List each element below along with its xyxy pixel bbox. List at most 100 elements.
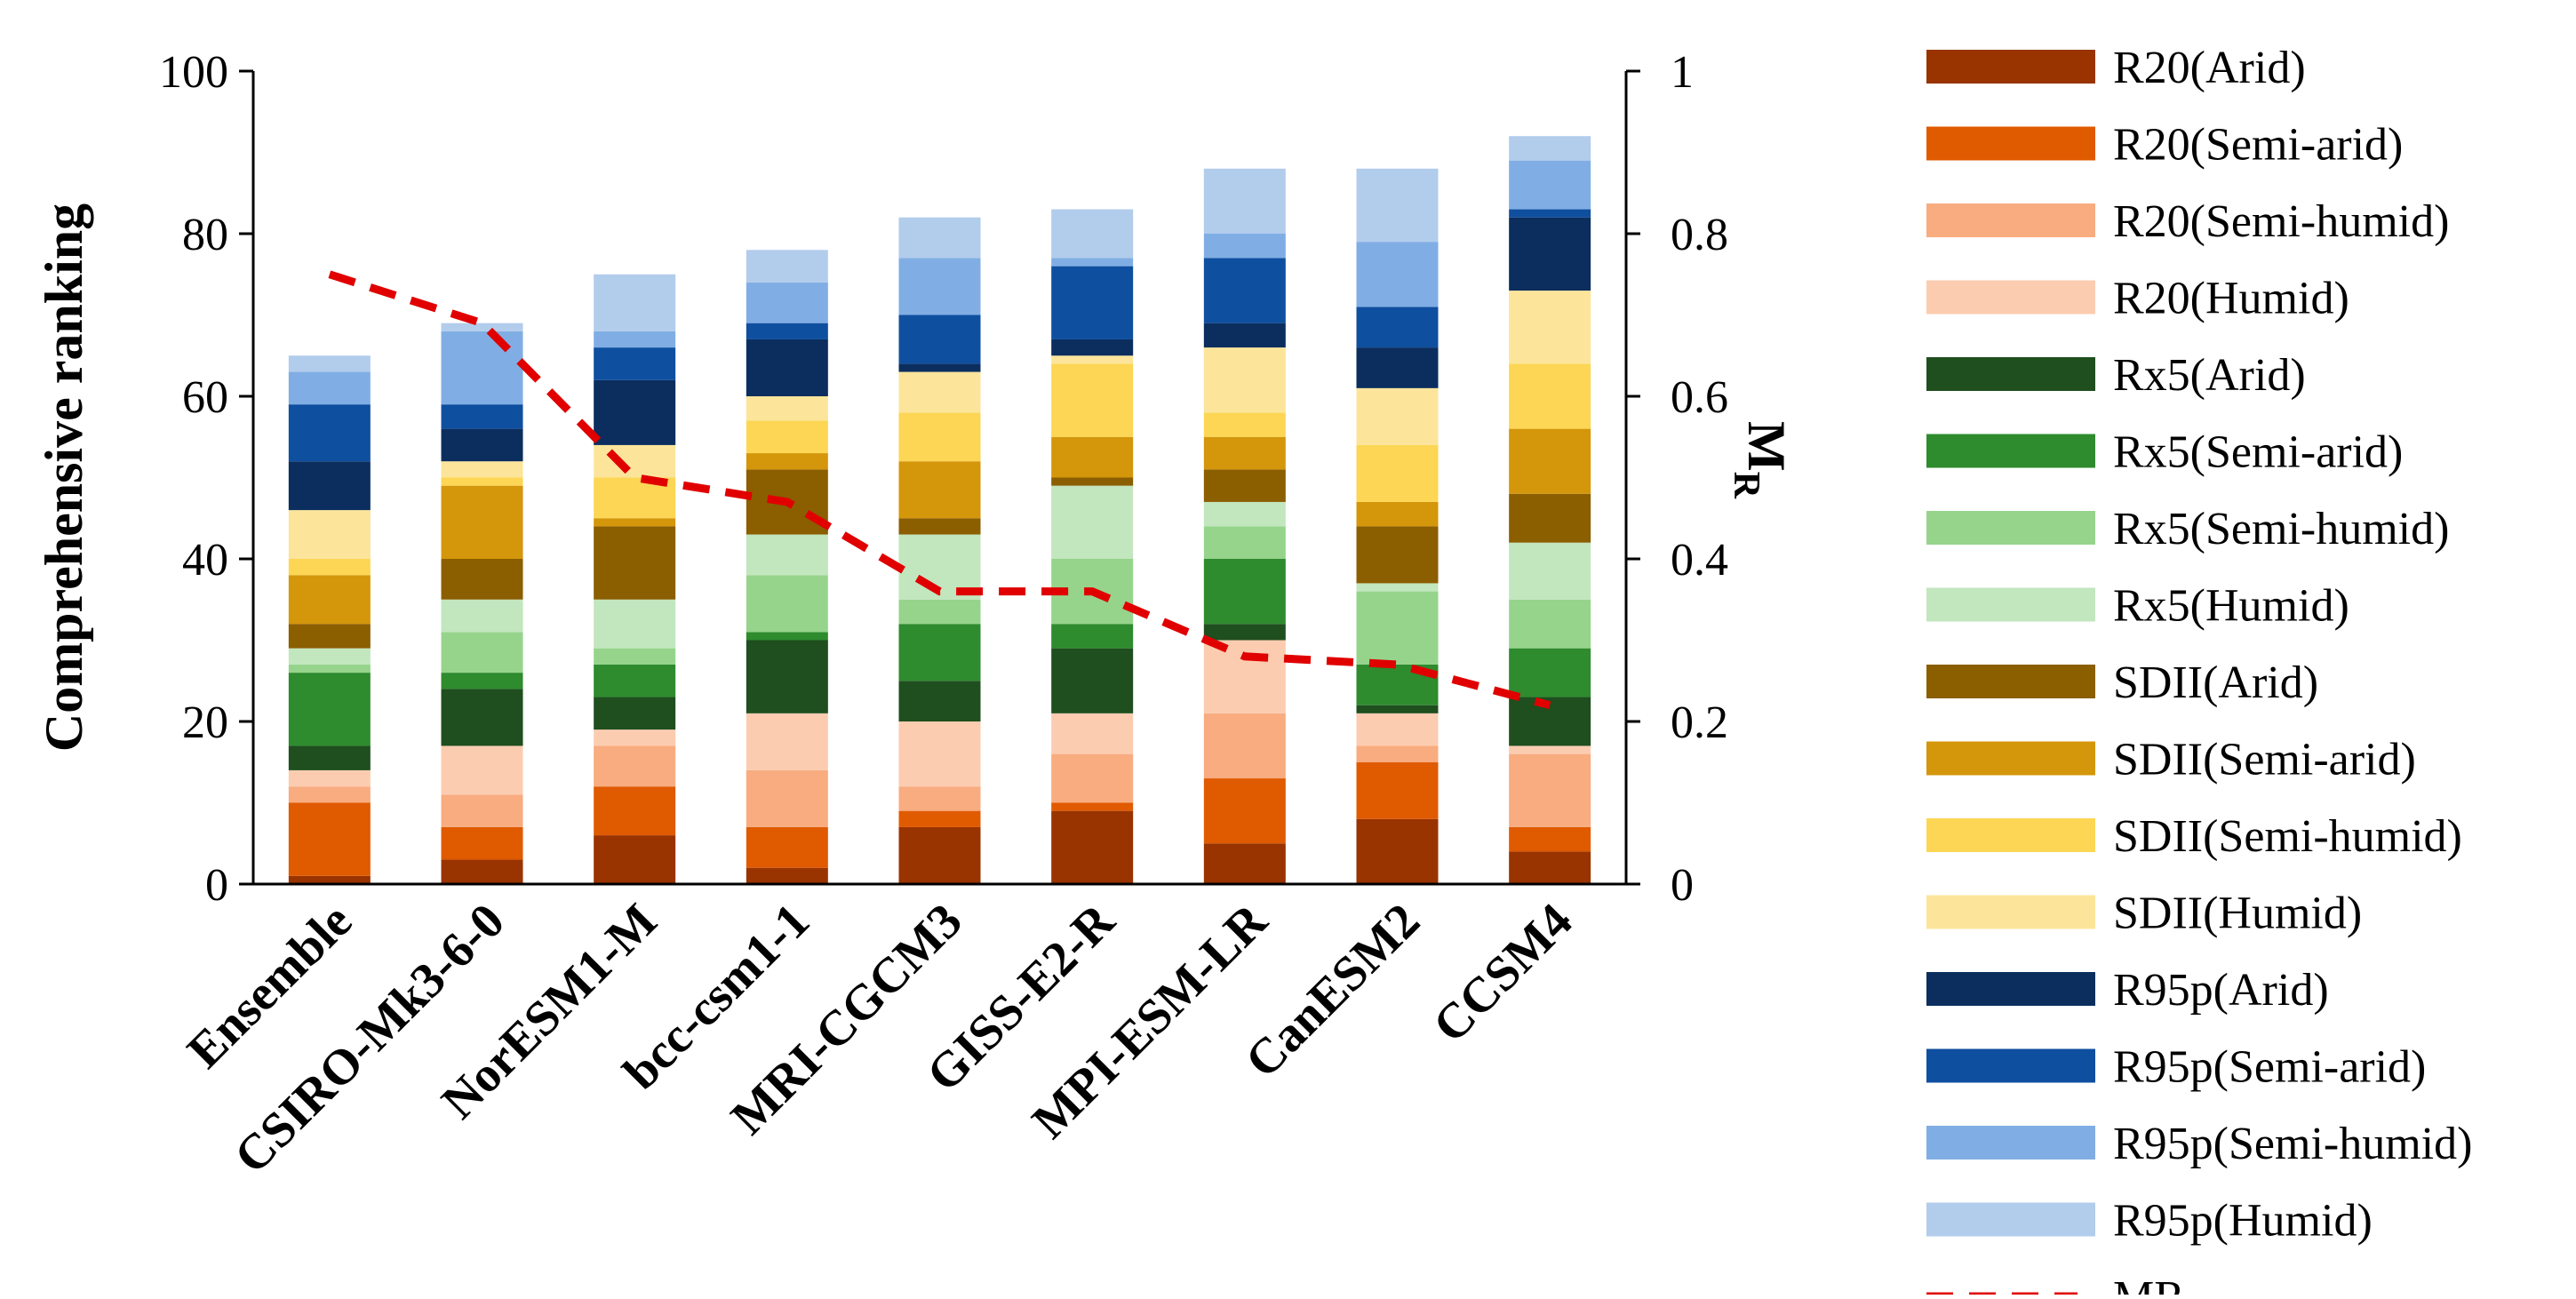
legend-label: R95p(Arid): [2113, 965, 2329, 1016]
legend-swatch: [1926, 818, 2095, 852]
legend-swatch: [1926, 511, 2095, 545]
bar-segment: [441, 404, 523, 429]
legend-swatch: [1926, 895, 2095, 929]
bar-segment: [1356, 444, 1439, 502]
bar-segment: [1051, 713, 1134, 754]
bar-segment: [594, 518, 676, 527]
bar-segment: [1051, 436, 1134, 478]
bar-segment: [441, 428, 523, 462]
legend-swatch: [1926, 280, 2095, 315]
bar-segment: [441, 323, 523, 331]
bar-segment: [1203, 323, 1286, 348]
bar-segment: [594, 347, 676, 380]
bar-segment: [441, 331, 523, 405]
bar-segment: [288, 559, 371, 576]
bar-segment: [1356, 242, 1439, 307]
legend-label: Rx5(Semi-arid): [2113, 427, 2403, 478]
legend-swatch: [1926, 1126, 2095, 1160]
category-label: CCSM4: [1423, 893, 1583, 1053]
bar-segment: [1509, 217, 1591, 291]
bar-segment: [288, 802, 371, 876]
right-tick-label: 0: [1671, 860, 1694, 911]
legend-swatch: [1926, 665, 2095, 698]
legend-label: R20(Semi-humid): [2113, 196, 2449, 247]
bar-segment: [1203, 469, 1286, 502]
bar-segment: [1203, 843, 1286, 884]
legend: R20(Arid) R20(Semi-arid) R20(Semi-humid) R2…: [1926, 43, 2472, 1299]
bar-segment: [1509, 648, 1591, 697]
bar-segment: [1051, 339, 1134, 356]
bar-segment: [288, 664, 371, 673]
bar-segment: [1356, 713, 1439, 746]
bar-segment: [1509, 753, 1591, 827]
bar-segment: [594, 835, 676, 884]
bar-segment: [594, 331, 676, 348]
legend-swatch: [1926, 1202, 2095, 1237]
bar-segment: [746, 420, 828, 454]
bar-segment: [288, 624, 371, 649]
left-axis-title: Comprehensive ranking: [35, 203, 93, 752]
bar-segment: [441, 477, 523, 486]
left-tick-label: 80: [182, 210, 228, 260]
bar-segment: [1509, 363, 1591, 429]
bar-segment: [1203, 234, 1286, 259]
bar-segment: [441, 599, 523, 633]
bar-segment: [288, 745, 371, 770]
bar-segment: [1509, 493, 1591, 543]
bar-segment: [1509, 851, 1591, 884]
bar-segment: [441, 461, 523, 478]
legend-swatch: [1926, 1048, 2095, 1083]
right-axis-title-subscript: R: [1726, 472, 1767, 499]
bar-segment: [746, 867, 828, 884]
bar-segment: [1509, 160, 1591, 210]
bar-segment: [1051, 477, 1134, 486]
bar-segment: [1356, 761, 1439, 819]
bar-segment: [1509, 826, 1591, 852]
bar-segment: [1203, 168, 1286, 234]
bar-segment: [1203, 258, 1286, 323]
bars-group: [288, 136, 1591, 884]
bar-segment: [288, 786, 371, 803]
bar-segment: [898, 810, 981, 827]
bar-segment: [288, 673, 371, 746]
bar-segment: [898, 461, 981, 519]
bar-segment: [1509, 542, 1591, 600]
bar-segment: [441, 745, 523, 795]
bar-segment: [898, 624, 981, 681]
legend-label: R20(Semi-arid): [2113, 120, 2403, 171]
bar-segment: [746, 826, 828, 868]
bar-segment: [746, 632, 828, 641]
bar-segment: [1051, 355, 1134, 364]
bar-segment: [898, 721, 981, 787]
bar-segment: [288, 875, 371, 884]
bar-segment: [898, 315, 981, 364]
bar-segment: [898, 786, 981, 811]
bar-segment: [1356, 591, 1439, 665]
left-tick-label: 0: [205, 860, 228, 911]
bar-segment: [1051, 258, 1134, 267]
bar-segment: [288, 371, 371, 405]
bar-segment: [1356, 347, 1439, 388]
left-tick-label: 60: [182, 372, 228, 423]
legend-label: SDII(Arid): [2113, 657, 2318, 708]
bar-segment: [1509, 599, 1591, 649]
bar-segment: [746, 640, 828, 713]
bar-segment: [746, 453, 828, 470]
legend-swatch: [1926, 741, 2095, 776]
bar-segment: [594, 648, 676, 665]
left-tick-label: 100: [159, 47, 228, 98]
bar-segment: [594, 745, 676, 787]
right-tick-label: 0.8: [1671, 210, 1728, 260]
bar-segment: [1356, 745, 1439, 762]
legend-swatch: [1926, 434, 2095, 468]
bar-segment: [898, 826, 981, 884]
legend-label: SDII(Semi-humid): [2113, 811, 2462, 862]
legend-label: Rx5(Arid): [2113, 350, 2306, 401]
bar-segment: [746, 396, 828, 421]
right-tick-label: 0.2: [1671, 697, 1728, 748]
bar-segment: [898, 599, 981, 625]
bar-segment: [441, 794, 523, 827]
bar-segment: [898, 217, 981, 259]
mr-line-group: [328, 270, 1551, 710]
